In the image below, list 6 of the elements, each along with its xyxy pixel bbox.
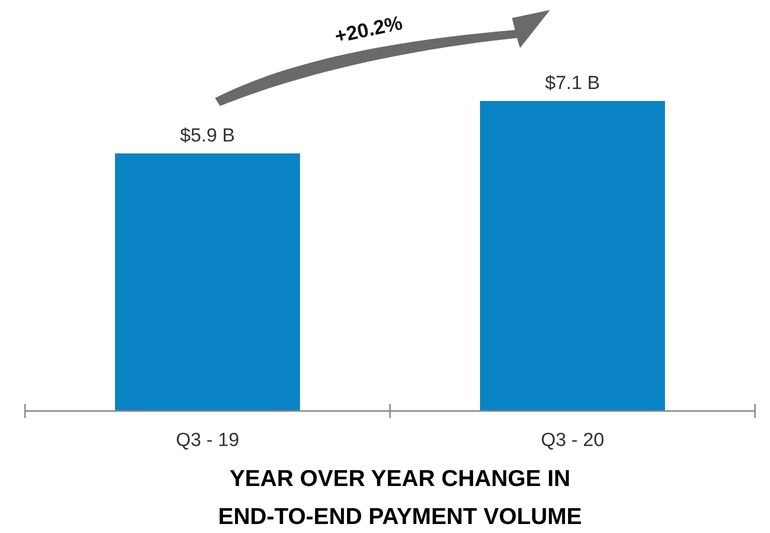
x-tick-label: Q3 - 20: [540, 430, 604, 451]
text: +20.2%: [333, 12, 405, 48]
data-label: $5.9 B: [180, 125, 235, 146]
data-label: $7.1 B: [545, 73, 600, 94]
x-tick-label: Q3 - 19: [176, 430, 240, 451]
text: YEAR OVER YEAR CHANGE IN END-TO-END PAYMENT VOLUME: [218, 465, 582, 529]
